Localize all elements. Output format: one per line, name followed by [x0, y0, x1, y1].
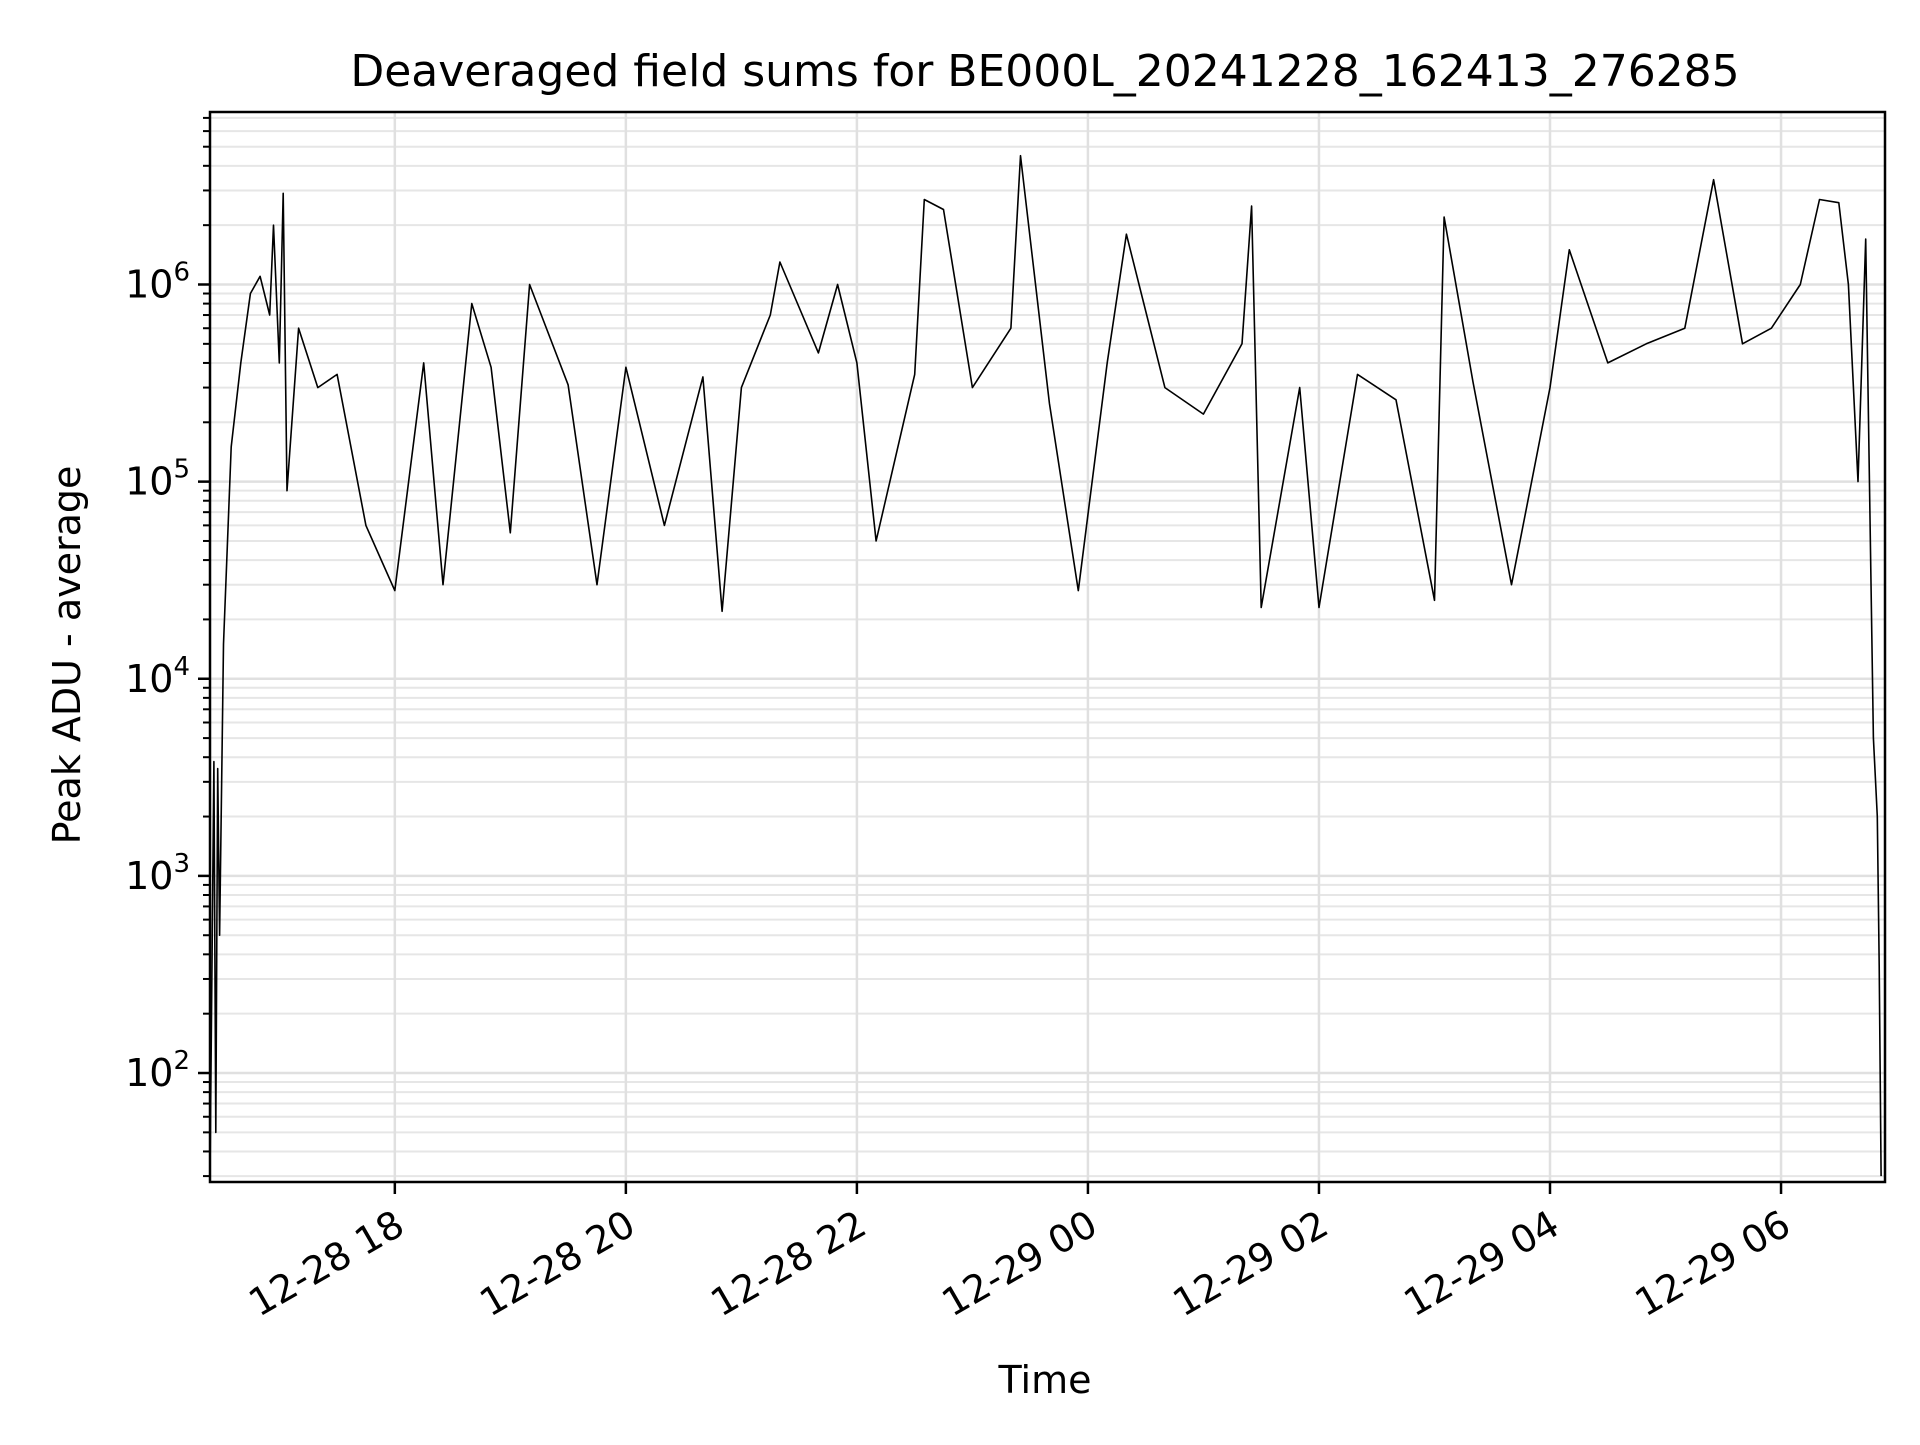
y-tick-label: 105 — [125, 455, 190, 504]
minor-gridlines — [210, 116, 1885, 1178]
chart-title: Deaveraged field sums for BE000L_2024122… — [350, 46, 1739, 97]
series-line — [209, 154, 1882, 1177]
y-tick-label: 106 — [125, 258, 190, 307]
y-tick-label: 104 — [125, 652, 190, 701]
y-tick-label: 103 — [125, 849, 190, 898]
plot-frame — [208, 110, 1887, 1184]
series-layer — [209, 154, 1882, 1177]
y-axis-ticks: 102 103 104 105 106 — [125, 116, 210, 1178]
y-tick-label: 102 — [125, 1046, 190, 1095]
major-gridlines — [210, 112, 1885, 1182]
x-axis-label: Time — [998, 1358, 1092, 1402]
y-axis-label: Peak ADU - average — [45, 466, 89, 845]
